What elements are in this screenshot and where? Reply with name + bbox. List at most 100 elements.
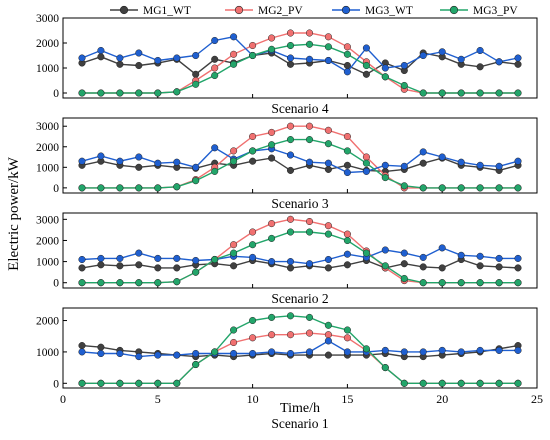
data-point [324,255,332,264]
data-point [419,263,427,271]
data-point [476,379,484,387]
y-tick-label: 0 [53,88,59,100]
data-point [286,29,295,37]
data-point [286,228,295,236]
series-mg3-pv [78,312,522,387]
data-point [514,89,522,97]
data-point [324,337,332,345]
data-point [154,159,162,167]
data-point [343,161,351,169]
scenario-caption: Scenario 4 [271,101,329,116]
data-point [419,279,427,287]
data-point [400,61,408,70]
data-point [230,249,238,257]
data-point [135,49,143,57]
data-point [495,379,503,387]
data-point [362,345,370,353]
data-point [97,254,105,262]
data-point [495,162,503,170]
data-point [362,61,370,70]
series-mg3-wt [78,337,522,361]
data-point [438,184,446,192]
data-point [116,184,124,192]
data-point [192,163,200,171]
panel-scenario-1: 0 1000 2000 Scenario 1 [36,307,538,431]
data-point [514,346,522,354]
legend-label: MG3_PV [473,5,518,17]
series-line [81,36,519,73]
legend-item-mg2-pv: MG2_PV [225,5,303,17]
data-point [154,89,162,97]
data-point [305,158,314,166]
data-point [438,264,446,272]
data-point [116,60,124,68]
data-point [457,184,465,192]
data-point [230,147,238,155]
y-tick-label: 3000 [36,121,59,133]
y-tick-label: 0 [53,378,59,390]
data-point [381,262,389,270]
data-point [268,141,276,149]
data-point [268,34,276,42]
data-point [438,89,446,97]
data-point [438,379,446,387]
data-point [116,279,124,287]
data-point [286,151,295,159]
data-point [135,353,143,361]
data-point [286,54,295,62]
data-point [78,379,86,387]
y-tick-label: 2000 [36,38,59,50]
y-tick-label: 3000 [36,13,59,25]
data-point [154,379,162,387]
data-point [192,268,200,276]
data-point [305,122,314,130]
data-point [419,348,427,356]
data-point [476,161,484,169]
data-point [268,313,276,321]
data-point [268,45,276,53]
data-point [362,167,370,175]
data-point [476,252,484,260]
data-point [286,331,295,339]
data-point [362,153,370,161]
data-point [514,254,522,262]
data-point [268,258,276,266]
scenario-caption: Scenario 3 [271,196,329,211]
data-point [343,132,351,141]
legend-swatch-marker [449,5,459,15]
series-mg2-pv [78,122,522,192]
series-line [81,247,518,265]
data-point [400,379,408,387]
data-point [116,89,124,97]
data-point [286,166,295,174]
series-mg3-pv [78,136,522,192]
data-point [305,55,314,63]
legend-swatch-marker [234,5,244,15]
data-point [173,278,181,286]
panel-scenario-2: 0 1000 2000 3000 Scenario 2 [36,212,538,306]
data-point [476,63,484,71]
data-point [268,331,276,339]
data-point [305,313,314,321]
data-point [419,253,427,261]
panel-frame [62,307,538,389]
scenario-caption: Scenario 1 [271,416,328,431]
data-point [400,260,408,268]
x-tick-label: 0 [60,392,66,406]
series-mg3-wt [78,244,522,268]
y-tick-label: 0 [53,278,59,290]
data-point [514,157,522,165]
legend-label: MG1_WT [143,5,191,17]
data-point [419,159,427,167]
data-point [249,253,257,261]
data-point [419,184,427,192]
y-tick-label: 1000 [36,347,59,359]
data-point [286,41,295,50]
data-point [192,349,200,358]
data-point [324,230,332,238]
data-point [230,338,238,347]
data-point [135,89,143,97]
y-tick-label: 2000 [36,316,59,328]
y-tick-label: 1000 [36,257,59,269]
data-point [438,346,446,354]
